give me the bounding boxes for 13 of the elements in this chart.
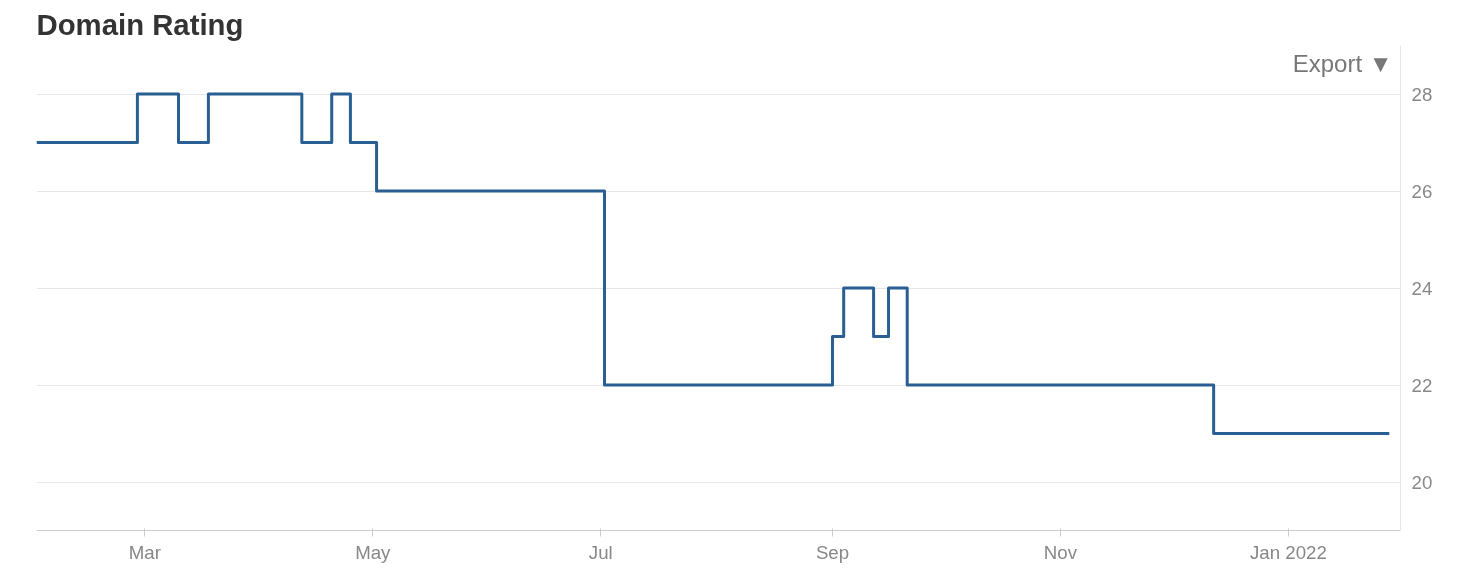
y-tick-label: 26 [1411,180,1433,202]
annotation: Export ▼ [1292,49,1393,77]
y-tick-label: 24 [1411,277,1433,299]
chart-title: Domain Rating [36,7,244,41]
y-tick-label: 20 [1411,471,1433,493]
y-tick-label: 28 [1411,83,1433,105]
x-tick-label: Nov [1043,541,1078,563]
x-tick-label: May [355,541,392,563]
x-tick-label: Jul [588,541,613,563]
x-tick-label: Jan 2022 [1250,541,1327,563]
y-tick-label: 22 [1411,374,1433,396]
x-tick-label: Mar [128,541,161,563]
x-tick-label: Sep [815,541,850,563]
